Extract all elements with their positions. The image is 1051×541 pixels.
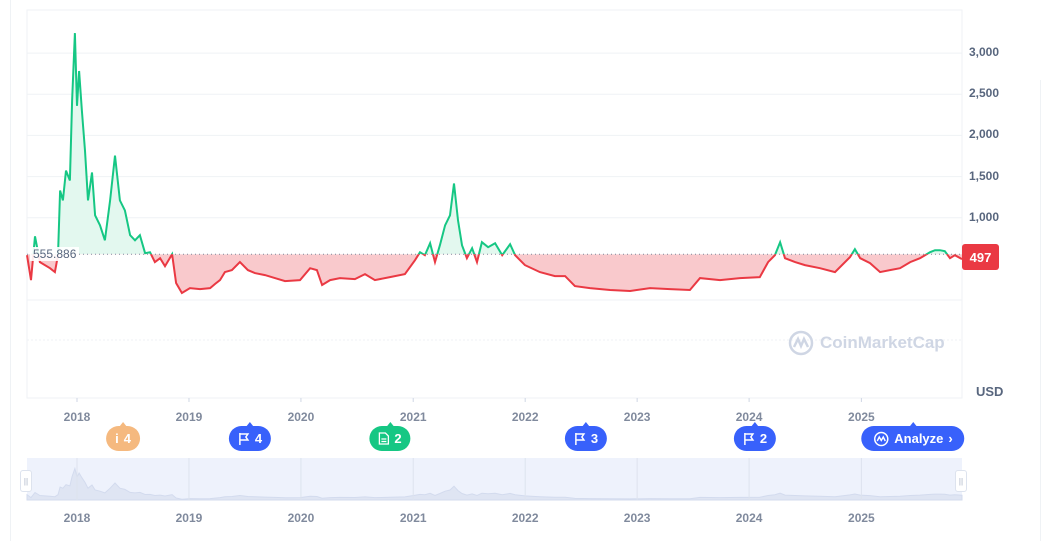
navigator-tick-label: 2025: [848, 511, 875, 525]
y-tick-label: 1,500: [969, 168, 1000, 183]
event-badge-news[interactable]: 2: [369, 422, 411, 451]
event-badge-flag[interactable]: 4: [228, 422, 272, 451]
navigator-right-handle[interactable]: ||: [955, 470, 967, 492]
analyze-icon: [874, 431, 889, 446]
baseline-price-label: 555.886: [30, 247, 80, 261]
analyze-button[interactable]: Analyze ›: [861, 422, 965, 451]
x-tick-label: 2023: [623, 410, 651, 424]
event-badge-flag[interactable]: 3: [564, 422, 608, 451]
navigator-tick-label: 2022: [511, 511, 539, 525]
watermark-logo: CoinMarketCap: [788, 330, 945, 356]
y-tick-label: 2,000: [969, 127, 1000, 142]
navigator-tick-label: 2020: [287, 511, 315, 525]
x-tick-label: 2018: [63, 410, 91, 424]
watermark-text: CoinMarketCap: [820, 333, 945, 352]
x-tick-label: 2022: [511, 410, 539, 424]
plot-frame: [26, 9, 963, 399]
x-tick-label: 2021: [399, 410, 427, 424]
x-tick-label: 2024: [735, 410, 763, 424]
current-price-tag: 497: [962, 244, 999, 270]
x-tick-label: 2019: [175, 410, 203, 424]
y-tick-label: 2,500: [969, 86, 1000, 101]
price-line-up: [32, 33, 956, 255]
document-icon: [378, 432, 390, 445]
navigator-tick-label: 2018: [63, 511, 91, 525]
coinmarketcap-logo-icon: [788, 330, 814, 356]
range-navigator[interactable]: [27, 458, 962, 500]
price-area-below-baseline: [27, 254, 962, 293]
event-badge-flag[interactable]: 2: [733, 422, 777, 451]
panel-border: [1040, 80, 1051, 541]
info-icon: i: [115, 431, 119, 446]
navigator-left-handle[interactable]: ||: [20, 470, 32, 492]
navigator-tick-label: 2023: [623, 511, 651, 525]
panel-border: [10, 0, 11, 541]
chevron-right-icon: ›: [948, 431, 953, 446]
y-tick-label: 1,000: [969, 209, 1000, 224]
price-area-above-baseline: [33, 33, 948, 255]
navigator-tick-label: 2021: [399, 511, 427, 525]
navigator-tick-label: 2024: [735, 511, 763, 525]
flag-icon: [575, 433, 586, 445]
x-tick-label: 2025: [848, 410, 875, 424]
currency-label: USD: [976, 384, 1004, 399]
x-tick-label: 2020: [287, 410, 315, 424]
navigator-tick-label: 2019: [175, 511, 203, 525]
price-line-down: [26, 254, 963, 295]
flag-icon: [239, 433, 250, 445]
y-tick-label: 3,000: [969, 45, 1000, 60]
flag-icon: [744, 433, 755, 445]
